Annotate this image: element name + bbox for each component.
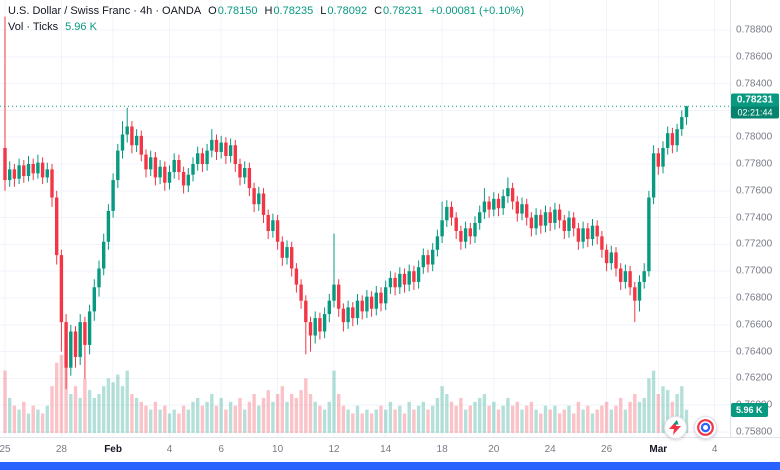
time-tick-label: 20 — [488, 444, 500, 455]
time-tick-label: 25 — [0, 444, 11, 455]
volume-legend[interactable]: Vol · Ticks 5.96 K — [8, 21, 97, 33]
price-tick-label: 0.78600 — [736, 51, 773, 63]
time-tick-label: 14 — [380, 444, 392, 455]
symbol-legend[interactable]: U.S. Dollar / Swiss Franc · 4h · OANDA O… — [8, 5, 524, 17]
time-tick-label: 4 — [166, 444, 173, 455]
timeline-scrollbar[interactable] — [0, 462, 780, 470]
time-tick-label: 24 — [544, 444, 556, 455]
ohlc-close: C0.78231 — [374, 5, 423, 17]
broker-logo-button[interactable] — [694, 416, 717, 439]
ohlc-open: O0.78150 — [208, 5, 258, 17]
price-tick-label: 0.76800 — [736, 292, 773, 304]
instant-trading-button[interactable] — [664, 416, 687, 439]
price-tick-label: 0.76200 — [736, 372, 773, 384]
price-tick-label: 0.76400 — [736, 346, 773, 358]
price-tick-label: 0.77800 — [736, 158, 773, 170]
volume-label: Vol · Ticks — [8, 21, 59, 33]
time-tick-label: 18 — [436, 444, 448, 455]
candlestick-chart — [0, 0, 730, 437]
broker-buttons — [664, 416, 717, 439]
time-tick-label: 10 — [272, 444, 284, 455]
price-tick-label: 0.77200 — [736, 238, 773, 250]
volume-value: 5.96 K — [65, 21, 97, 33]
time-tick-label: 26 — [601, 444, 613, 455]
symbol-title[interactable]: U.S. Dollar / Swiss Franc · 4h · OANDA — [8, 5, 202, 17]
chart-plot-area[interactable] — [0, 0, 730, 437]
time-axis[interactable]: 25 28 Feb 4 6 10 12 14 18 20 24 26 Mar 4 — [0, 437, 780, 463]
time-tick-label: 4 — [711, 444, 718, 455]
price-tick-label: 0.76600 — [736, 319, 773, 331]
price-tick-label: 0.77000 — [736, 265, 773, 277]
time-tick-label: Mar — [649, 444, 668, 455]
ohlc-low: L0.78092 — [320, 5, 368, 17]
price-tick-label: 0.78000 — [736, 131, 773, 143]
target-icon — [697, 419, 714, 436]
price-tick-label: 0.77600 — [736, 185, 773, 197]
lightning-icon — [669, 420, 681, 435]
price-tick-label: 0.78800 — [736, 24, 773, 36]
price-axis[interactable]: 0.788000.786000.784000.782000.780000.778… — [730, 0, 780, 462]
price-tick-label: 0.75800 — [736, 426, 773, 438]
time-tick-label: Feb — [104, 444, 122, 455]
current-price-value: 0.78231 — [736, 94, 774, 106]
time-tick-label: 28 — [55, 444, 67, 455]
volume-badge: 5.96 K — [731, 402, 768, 417]
price-tick-label: 0.77400 — [736, 212, 773, 224]
time-tick-label: 6 — [218, 444, 224, 455]
ohlc-high: H0.78235 — [264, 5, 314, 17]
price-tick-label: 0.78400 — [736, 78, 773, 90]
time-tick-label: 12 — [328, 444, 340, 455]
current-price-badge: 0.78231 02:21:44 — [731, 93, 779, 119]
price-change: +0.00081 (+0.10%) — [429, 5, 524, 17]
bar-countdown: 02:21:44 — [731, 106, 779, 119]
